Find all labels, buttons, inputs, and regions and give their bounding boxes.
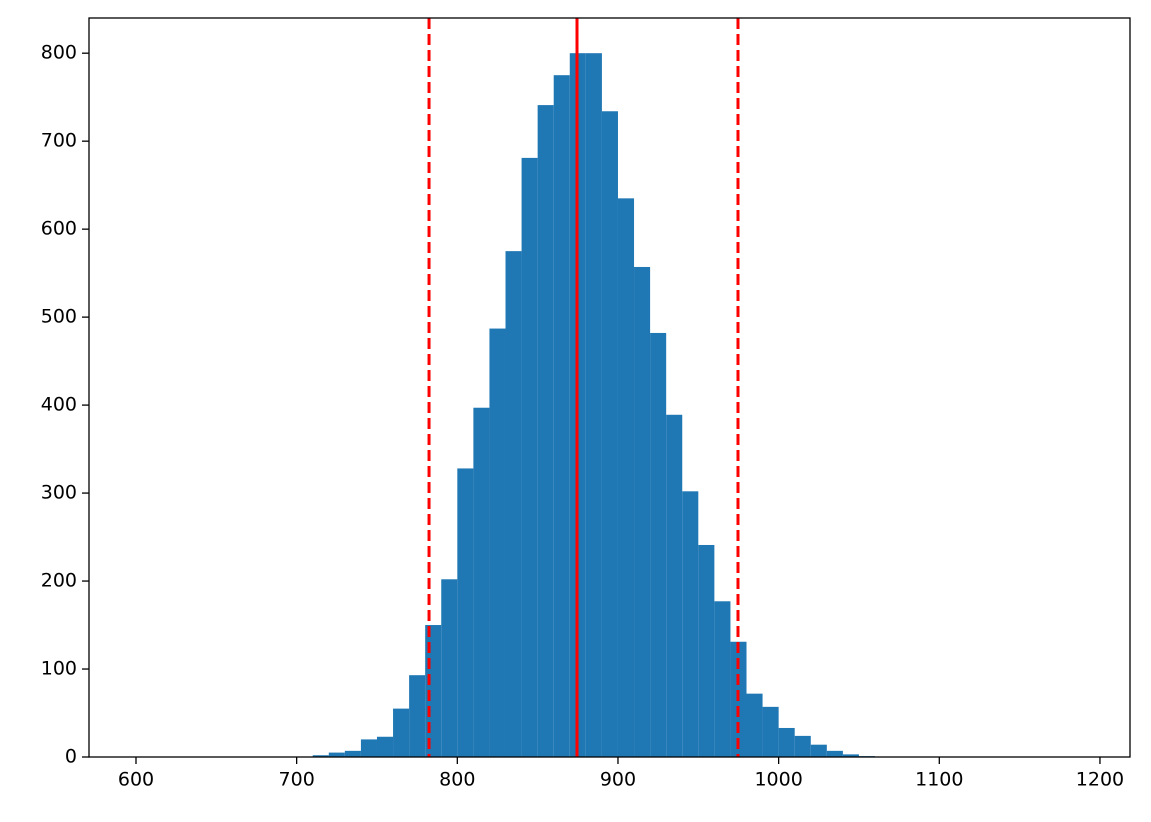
bar <box>489 328 506 757</box>
x-tick-label: 1100 <box>915 769 963 791</box>
bar <box>826 750 843 757</box>
bar <box>328 752 345 757</box>
y-tick-label: 200 <box>41 570 77 592</box>
bar <box>585 53 602 757</box>
bar <box>682 491 699 757</box>
y-tick-label: 500 <box>41 306 77 328</box>
bar <box>666 414 683 757</box>
bar <box>537 105 554 757</box>
y-tick-label: 600 <box>41 218 77 240</box>
bar <box>473 407 490 757</box>
x-tick-label: 800 <box>439 769 475 791</box>
bar <box>312 755 329 757</box>
bar <box>698 544 715 757</box>
x-tick-label: 1200 <box>1076 769 1124 791</box>
bar <box>344 750 361 757</box>
y-tick-label: 400 <box>41 394 77 416</box>
bar <box>505 251 522 757</box>
bar <box>714 601 731 757</box>
x-tick-label: 600 <box>118 769 154 791</box>
y-tick-label: 700 <box>41 130 77 152</box>
x-tick-label: 700 <box>279 769 315 791</box>
bar <box>778 727 795 757</box>
bar <box>762 706 779 757</box>
y-tick-label: 300 <box>41 482 77 504</box>
bar <box>842 754 859 757</box>
bar <box>746 693 763 757</box>
y-tick-label: 800 <box>41 42 77 64</box>
bar <box>794 735 811 757</box>
bar <box>617 198 635 757</box>
bar <box>553 75 570 758</box>
bar <box>457 468 474 757</box>
bar <box>376 736 394 757</box>
bar <box>409 675 426 757</box>
bar <box>360 739 377 757</box>
bar <box>650 332 667 757</box>
bar <box>393 708 410 757</box>
bar <box>634 266 651 757</box>
bar <box>521 157 538 757</box>
bar <box>601 111 618 757</box>
y-tick-label: 0 <box>65 746 77 768</box>
plot-frame <box>88 17 1131 758</box>
bar <box>810 744 827 757</box>
y-tick-label: 100 <box>41 658 77 680</box>
bar <box>441 579 458 757</box>
x-tick-label: 900 <box>600 769 636 791</box>
x-tick-label: 1000 <box>754 769 802 791</box>
